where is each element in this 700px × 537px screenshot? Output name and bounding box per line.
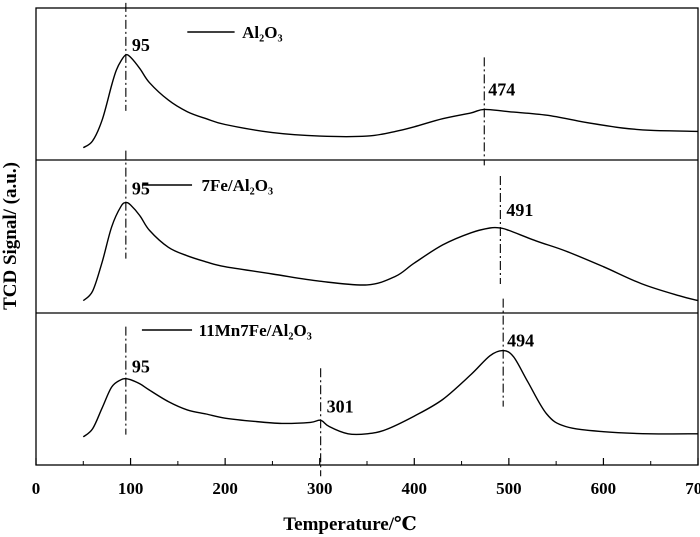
x-axis: 0 100 200 300 400 500 600 700 [32,458,700,498]
x-tick-label: 200 [212,479,238,498]
x-tick-label: 700 [685,479,700,498]
panel-1: 95 474 Al₂O₃ [82,2,699,166]
x-tick-label: 500 [496,479,522,498]
peak-label: 491 [506,200,533,220]
x-axis-title: Temperature/℃ [283,514,417,535]
plot-border [35,7,699,466]
peak-label: 301 [327,396,354,416]
peak-label: 95 [132,35,150,55]
panel-3: 95 301 494 11Mn7Fe/Al₂O₃ [82,298,699,477]
plot-frame [35,7,699,466]
series-line [82,53,699,149]
peak-label: 95 [132,357,150,377]
peak-label: 474 [488,79,515,99]
chart-panels: 95 474 Al₂O₃ 95 491 7Fe/Al₂O₃ 95 301 494 11Mn7Fe/… [82,2,699,477]
x-tick-label: 400 [402,479,428,498]
legend-label: 7Fe/Al₂O₃ [202,176,274,195]
peak-label: 95 [132,179,150,199]
series-line [82,201,699,302]
legend-label: 11Mn7Fe/Al₂O₃ [199,321,312,340]
legend-label: Al₂O₃ [242,23,282,42]
peak-label: 494 [507,331,534,351]
x-tick-label: 600 [591,479,617,498]
series-line [82,349,699,438]
panel-2: 95 491 7Fe/Al₂O₃ [82,150,699,302]
x-tick-label: 300 [307,479,333,498]
y-axis-title: TCD Signal/ (a.u.) [0,162,21,310]
x-tick-label: 0 [32,479,41,498]
x-tick-label: 100 [118,479,144,498]
